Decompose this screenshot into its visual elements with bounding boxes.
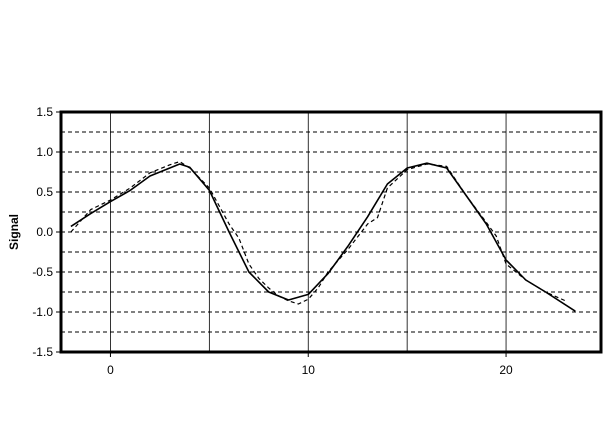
y-tick-label: -1.5 (32, 345, 53, 359)
y-tick-label: 1.5 (36, 105, 53, 119)
y-axis: -1.5 -1.0 -0.5 0.0 0.5 1.0 1.5 (32, 105, 61, 359)
x-axis: 0 10 20 (107, 352, 513, 377)
series-line-solid (71, 163, 575, 311)
y-tick-label: 0.5 (36, 185, 53, 199)
y-tick-label: 1.0 (36, 145, 53, 159)
y-axis-label: Signal (7, 214, 21, 250)
series-lines (71, 162, 575, 312)
x-tick-label: 20 (499, 363, 513, 377)
y-tick-label: -0.5 (32, 265, 53, 279)
x-tick-label: 0 (107, 363, 114, 377)
grid-lines (61, 112, 601, 352)
y-tick-label: 0.0 (36, 225, 53, 239)
x-tick-label: 10 (302, 363, 316, 377)
y-tick-label: -1.0 (32, 305, 53, 319)
